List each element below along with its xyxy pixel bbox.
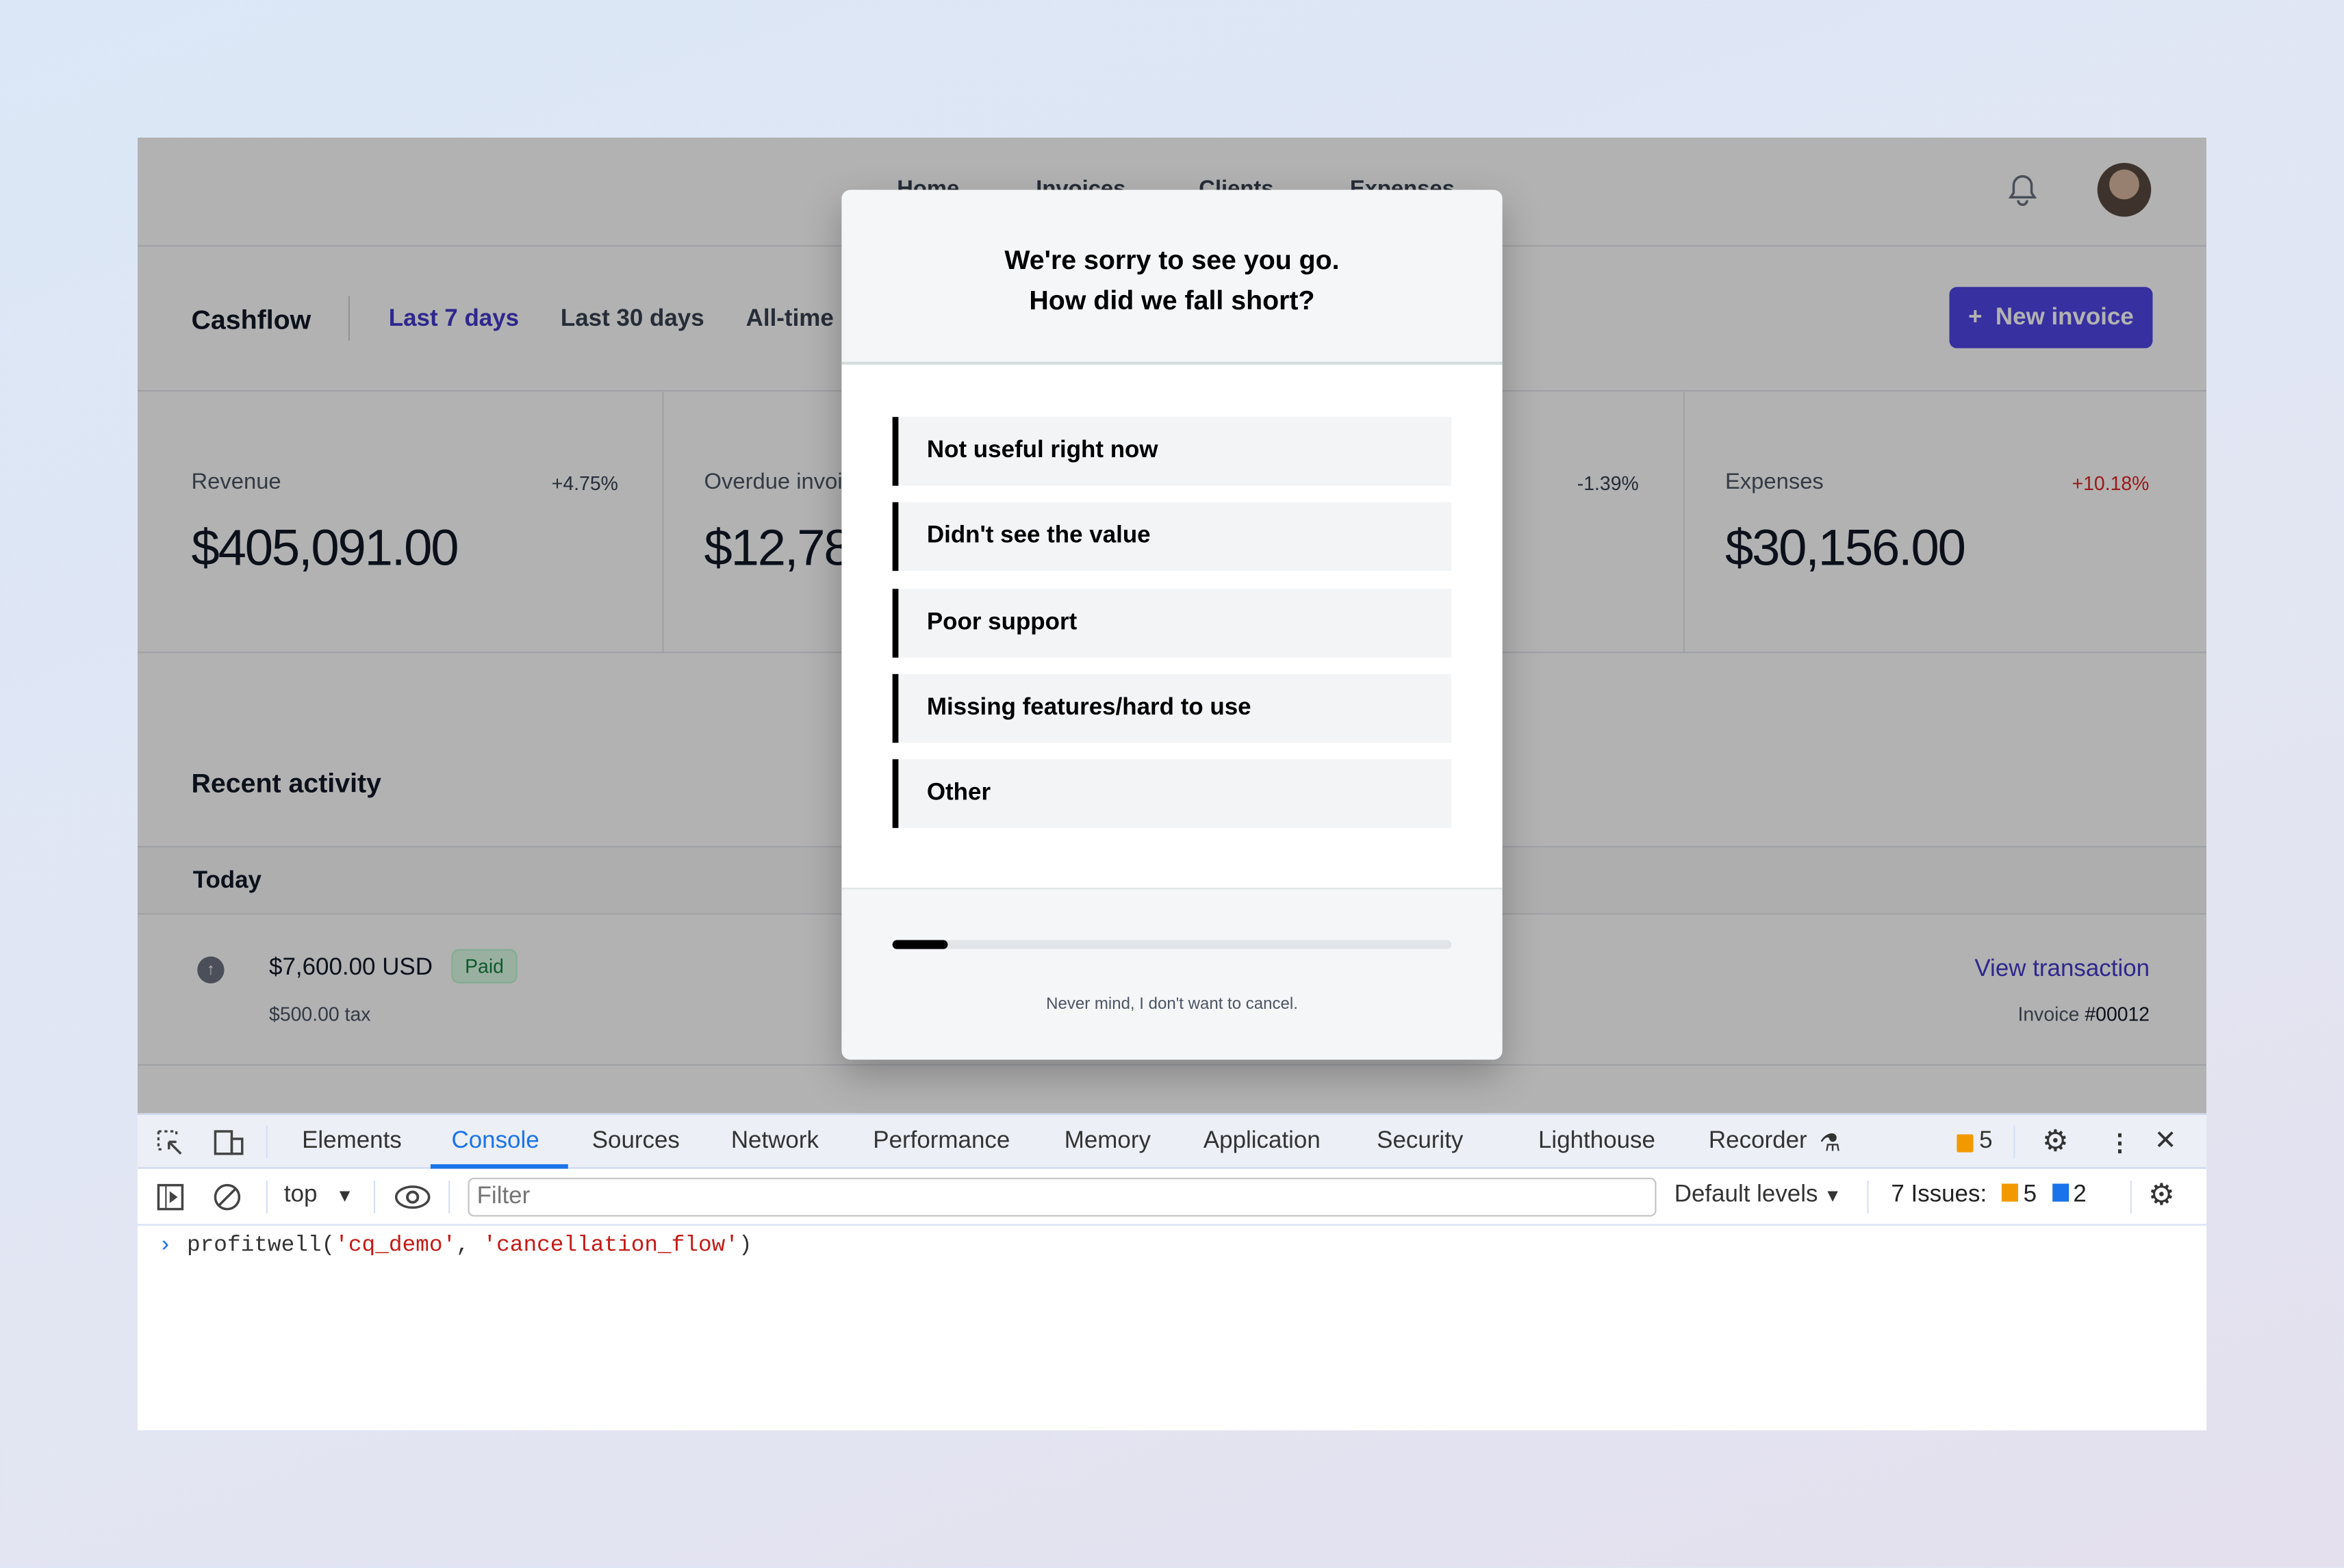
- tab-last-7-days[interactable]: Last 7 days: [388, 306, 520, 332]
- context-select[interactable]: top ▼: [284, 1182, 354, 1209]
- stat-expenses-label: Expenses: [1724, 469, 1824, 495]
- eye-icon[interactable]: [393, 1183, 432, 1210]
- stat-revenue-value: $405,091.00: [191, 519, 459, 577]
- plus-icon: +: [1968, 305, 1983, 331]
- stat-revenue-label: Revenue: [191, 469, 281, 495]
- more-options-icon[interactable]: ⋮: [2107, 1131, 2132, 1157]
- progress-fill: [892, 940, 949, 949]
- new-invoice-label: New invoice: [1995, 305, 2134, 331]
- view-transaction-link[interactable]: View transaction: [1974, 956, 2150, 982]
- tab-console[interactable]: Console: [451, 1128, 539, 1154]
- new-invoice-button[interactable]: + New invoice: [1949, 287, 2153, 348]
- tab-memory[interactable]: Memory: [1064, 1128, 1151, 1154]
- option-missing-features[interactable]: Missing features/hard to use: [892, 673, 1452, 743]
- issues-button[interactable]: 7 Issues: 5 2: [1891, 1182, 2087, 1209]
- inspect-element-icon[interactable]: [155, 1129, 186, 1159]
- tab-last-30-days[interactable]: Last 30 days: [560, 306, 704, 332]
- warning-icon: [1957, 1134, 1974, 1153]
- status-badge: Paid: [451, 949, 518, 984]
- tab-security[interactable]: Security: [1377, 1128, 1464, 1154]
- option-not-useful[interactable]: Not useful right now: [892, 417, 1452, 486]
- flask-icon: ⚗: [1819, 1131, 1841, 1157]
- never-mind-link[interactable]: Never mind, I don't want to cancel.: [1046, 995, 1298, 1014]
- tab-all-time[interactable]: All-time: [746, 306, 834, 332]
- tab-sources[interactable]: Sources: [591, 1128, 680, 1154]
- issues-label: 7 Issues:: [1891, 1182, 1987, 1208]
- levels-value: Default levels: [1674, 1182, 1818, 1208]
- console-line: › profitwell('cq_demo', 'cancellation_flo…: [158, 1233, 752, 1259]
- context-value: top: [283, 1182, 318, 1208]
- warnings-count[interactable]: 5: [1979, 1128, 1993, 1154]
- option-poor-support[interactable]: Poor support: [892, 589, 1452, 658]
- invoice-label: Invoice: [2017, 1003, 2080, 1025]
- modal-title-line2: How did we fall short?: [1029, 285, 1315, 316]
- issues-warn-count: 5: [2023, 1182, 2037, 1208]
- console-fn: profitwell(: [186, 1233, 335, 1259]
- tab-network[interactable]: Network: [730, 1128, 819, 1154]
- bell-icon[interactable]: [2006, 172, 2039, 207]
- invoice-number: #00012: [2085, 1003, 2150, 1025]
- amount: $7,600.00 USD: [269, 955, 433, 981]
- page-title: Cashflow: [191, 305, 311, 335]
- close-icon[interactable]: ✕: [2154, 1125, 2177, 1155]
- chevron-down-icon: ▼: [1824, 1185, 1842, 1207]
- console-close: ): [738, 1233, 752, 1259]
- tab-recorder[interactable]: Recorder: [1708, 1128, 1807, 1154]
- stat-expenses-value: $30,156.00: [1724, 519, 1966, 577]
- tab-lighthouse[interactable]: Lighthouse: [1538, 1128, 1655, 1154]
- filter-input[interactable]: [468, 1177, 1657, 1217]
- cancellation-modal: We're sorry to see you go. How did we fal…: [841, 190, 1503, 1060]
- settings-icon[interactable]: ⚙: [2041, 1125, 2069, 1159]
- option-other[interactable]: Other: [892, 759, 1452, 828]
- devtools-panel: Elements Console Sources Network Perform…: [137, 1113, 2207, 1430]
- avatar[interactable]: [2097, 163, 2152, 217]
- console-arg2: 'cancellation_flow': [483, 1233, 739, 1259]
- progress-bar: [892, 940, 1452, 949]
- stat-third-change: -1.39%: [1577, 472, 1639, 495]
- sidebar-toggle-icon[interactable]: [155, 1182, 186, 1212]
- option-no-value[interactable]: Didn't see the value: [892, 502, 1452, 571]
- console-arg1: 'cq_demo': [335, 1233, 457, 1259]
- recent-activity-title: Recent activity: [191, 768, 381, 799]
- stat-expenses-change: +10.18%: [2072, 472, 2150, 495]
- group-today: Today: [192, 868, 262, 894]
- info-icon: [2052, 1183, 2069, 1202]
- default-levels-select[interactable]: Default levels ▼: [1674, 1182, 1842, 1209]
- modal-title-line1: We're sorry to see you go.: [1004, 245, 1340, 275]
- clear-console-icon[interactable]: [212, 1182, 242, 1212]
- console-sep: ,: [456, 1233, 483, 1259]
- tab-elements[interactable]: Elements: [302, 1128, 402, 1154]
- arrow-up-icon: ↑: [197, 956, 225, 984]
- warning-icon: [2002, 1183, 2020, 1202]
- tab-application[interactable]: Application: [1203, 1128, 1321, 1154]
- stat-revenue-change: +4.75%: [551, 472, 618, 495]
- console-settings-icon[interactable]: ⚙: [2148, 1179, 2176, 1212]
- chevron-down-icon: ▼: [335, 1185, 354, 1207]
- tab-performance[interactable]: Performance: [873, 1128, 1010, 1154]
- issues-info-count: 2: [2073, 1182, 2087, 1208]
- prompt-chevron-icon: ›: [158, 1233, 173, 1259]
- tax: $500.00 tax: [269, 1003, 371, 1025]
- device-toolbar-icon[interactable]: [212, 1129, 245, 1159]
